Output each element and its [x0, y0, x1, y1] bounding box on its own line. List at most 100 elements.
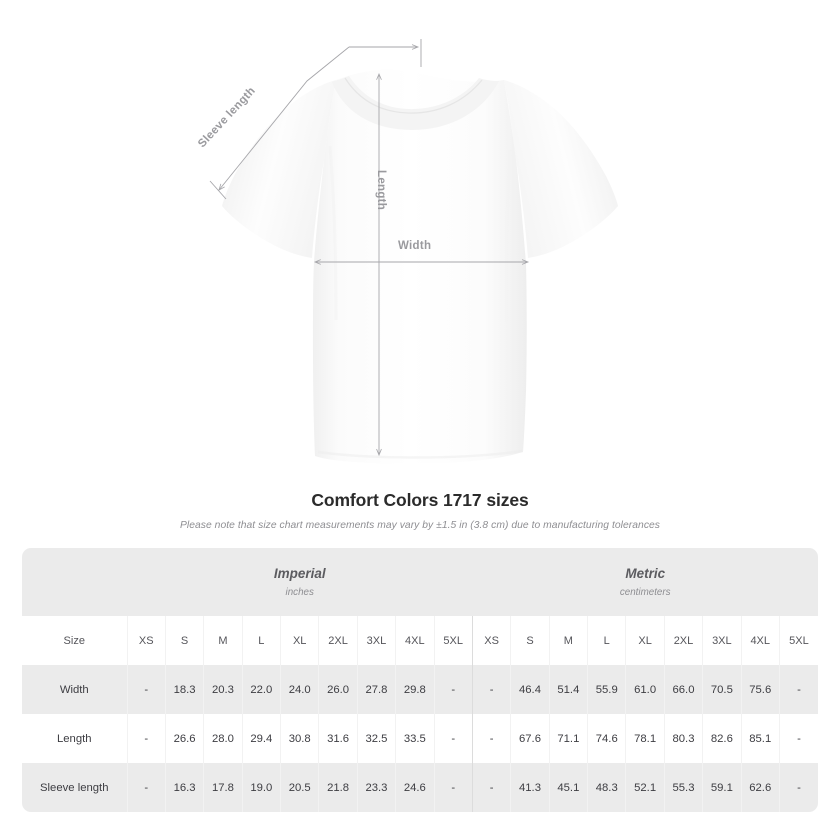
size-header-cell: 5XL	[778, 616, 818, 665]
measurement-cell: 55.3	[663, 763, 703, 812]
size-header-cell: 3XL	[356, 616, 396, 665]
measurement-cell: 45.1	[548, 763, 588, 812]
measurement-cell: -	[433, 665, 473, 714]
measurement-cell: 20.5	[280, 763, 319, 812]
size-header-cell: L	[241, 616, 281, 665]
measurement-row-label: Width	[22, 665, 128, 714]
size-header-cell: XL	[625, 616, 665, 665]
measurement-cell: 61.0	[625, 665, 665, 714]
measurement-cell: 16.3	[164, 763, 204, 812]
size-header-cell: M	[548, 616, 588, 665]
measurement-cell: 23.3	[356, 763, 396, 812]
measurement-cell: -	[126, 665, 166, 714]
size-header-row: Size XS S M L XL 2XL 3XL 4XL 5XL XS S M L XL 2XL 3XL 4XL 5…	[22, 616, 818, 665]
tshirt-collar	[332, 76, 499, 130]
shoulder-reference-line	[349, 39, 422, 67]
measurement-cell: -	[778, 714, 818, 763]
chart-title-block: Comfort Colors 1717 sizes Please note th…	[0, 490, 840, 531]
measurement-cell: 26.0	[318, 665, 358, 714]
size-header-cell: 2XL	[663, 616, 703, 665]
tshirt-measurement-figure: Sleeve length Length Width	[196, 39, 618, 464]
tshirt-left-sleeve	[222, 80, 336, 258]
size-header-cell: 4XL	[395, 616, 435, 665]
measurement-row: Sleeve length -16.3 17.8 19.0 20.5 21.8 23.3 24…	[22, 763, 818, 812]
size-header-cell: 2XL	[318, 616, 358, 665]
unit-header-row: Imperial inches Metric centimeters	[22, 548, 818, 616]
size-header-cell: XS	[126, 616, 166, 665]
measurement-cell: 20.3	[203, 665, 243, 714]
measurement-cell: 30.8	[280, 714, 319, 763]
measurement-cell: 62.6	[740, 763, 780, 812]
measurement-cell: -	[126, 763, 166, 812]
measurement-cell: 51.4	[548, 665, 588, 714]
size-header-cell: 5XL	[433, 616, 473, 665]
measurement-cell: 46.4	[510, 665, 550, 714]
unit-header-metric: Metric centimeters	[472, 548, 818, 616]
measurement-cell: 59.1	[702, 763, 742, 812]
measurement-cell: 24.6	[395, 763, 435, 812]
size-header-cell: L	[587, 616, 626, 665]
measurement-cell: 24.0	[280, 665, 319, 714]
measurement-cell: -	[471, 665, 511, 714]
measurement-cell: 32.5	[356, 714, 396, 763]
measurement-cell: 78.1	[625, 714, 665, 763]
measurement-cell: 29.4	[241, 714, 281, 763]
size-header-cell: S	[164, 616, 204, 665]
measurement-cell: -	[778, 763, 818, 812]
size-header-cell: XS	[471, 616, 511, 665]
tshirt-right-sleeve	[504, 80, 618, 258]
measurement-cell: 26.6	[164, 714, 204, 763]
size-chart-table-wrapper: Imperial inches Metric centimeters Size XS S M L…	[22, 548, 818, 812]
measurement-row-label: Length	[22, 714, 128, 763]
measurement-cell: 27.8	[356, 665, 396, 714]
measurement-cell: 66.0	[663, 665, 703, 714]
measurement-cell: 21.8	[318, 763, 358, 812]
measurement-cell: 70.5	[702, 665, 742, 714]
size-header-cell: M	[203, 616, 243, 665]
measurement-cell: 29.8	[395, 665, 435, 714]
measurement-cell: 22.0	[241, 665, 281, 714]
measurement-cell: 41.3	[510, 763, 550, 812]
measurement-cell: 31.6	[318, 714, 358, 763]
measurement-cell: 28.0	[203, 714, 243, 763]
measurement-cell: 55.9	[587, 665, 626, 714]
measurement-row-label: Sleeve length	[22, 763, 128, 812]
unit-name: Imperial	[273, 566, 326, 582]
size-chart-table: Imperial inches Metric centimeters Size XS S M L…	[22, 548, 818, 812]
measurement-cell: -	[433, 763, 473, 812]
measurement-cell: -	[126, 714, 166, 763]
measurement-cell: 80.3	[663, 714, 703, 763]
tshirt-fold-shading	[317, 145, 523, 459]
unit-header-imperial: Imperial inches	[127, 548, 473, 616]
unit-subtitle: inches	[285, 586, 314, 598]
unit-subtitle: centimeters	[619, 586, 671, 598]
width-dimension-label: Width	[398, 240, 432, 252]
tshirt-body	[313, 69, 527, 464]
length-dimension-label: Length	[375, 170, 387, 211]
size-header-cell: XL	[280, 616, 319, 665]
measurement-cell: -	[471, 763, 511, 812]
page-title: Comfort Colors 1717 sizes	[311, 490, 529, 510]
measurement-cell: 82.6	[702, 714, 742, 763]
measurement-cell: -	[778, 665, 818, 714]
measurement-cell: 67.6	[510, 714, 550, 763]
size-header-cell: 3XL	[702, 616, 742, 665]
measurement-cell: 75.6	[740, 665, 780, 714]
size-header-cell: S	[510, 616, 550, 665]
measurement-cell: 52.1	[625, 763, 665, 812]
measurement-cell: -	[471, 714, 511, 763]
measurement-cell: 85.1	[740, 714, 780, 763]
sleeve-length-arrow	[209, 46, 350, 200]
measurement-cell: 71.1	[548, 714, 588, 763]
measurement-cell: 74.6	[587, 714, 626, 763]
measurement-row: Length -26.6 28.0 29.4 30.8 31.6 32.5 33.5- -67.…	[22, 714, 818, 763]
measurement-cell: 17.8	[203, 763, 243, 812]
size-column-header: Size	[22, 616, 128, 665]
measurement-cell: 33.5	[395, 714, 435, 763]
measurement-cell: -	[433, 714, 473, 763]
size-header-cell: 4XL	[740, 616, 780, 665]
unit-name: Metric	[625, 566, 666, 582]
measurement-cell: 48.3	[587, 763, 626, 812]
measurement-row: Width -18.3 20.3 22.0 24.0 26.0 27.8 29.8- -46.4…	[22, 665, 818, 714]
